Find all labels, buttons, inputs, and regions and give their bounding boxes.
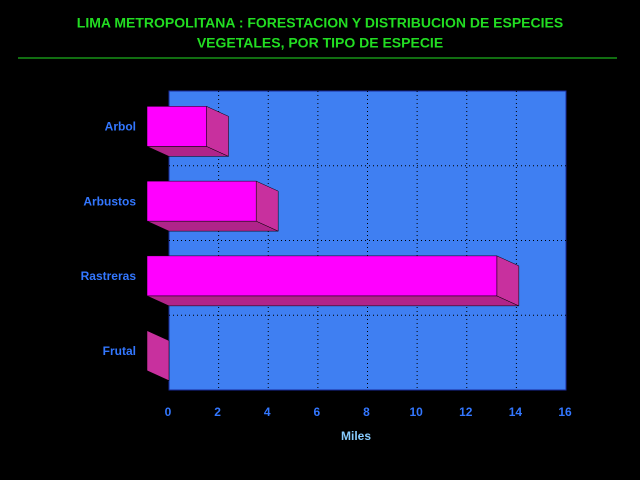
bar <box>146 255 498 297</box>
chart-title: LIMA METROPOLITANA : FORESTACION Y DISTR… <box>77 15 563 31</box>
y-tick-label: Arbustos <box>83 194 136 208</box>
x-tick-label: 12 <box>459 405 473 419</box>
bar <box>146 180 257 222</box>
y-tick-label: Frutal <box>103 344 136 358</box>
x-tick-label: 2 <box>214 405 221 419</box>
x-tick-label: 16 <box>558 405 572 419</box>
y-tick-label: Rastreras <box>81 269 137 283</box>
bar <box>146 106 207 147</box>
bar-bottom <box>146 295 519 307</box>
x-axis-label: Miles <box>341 429 371 443</box>
x-tick-label: 14 <box>509 405 523 419</box>
x-tick-label: 8 <box>363 405 370 419</box>
plot-area <box>168 90 567 391</box>
x-tick-label: 4 <box>264 405 271 419</box>
x-tick-label: 6 <box>314 405 321 419</box>
bar-side <box>146 330 170 382</box>
y-tick-label: Arbol <box>105 120 136 134</box>
x-tick-label: 10 <box>409 405 423 419</box>
chart-title: VEGETALES, POR TIPO DE ESPECIE <box>197 35 443 51</box>
x-tick-label: 0 <box>165 405 172 419</box>
bar-bottom <box>146 220 279 232</box>
